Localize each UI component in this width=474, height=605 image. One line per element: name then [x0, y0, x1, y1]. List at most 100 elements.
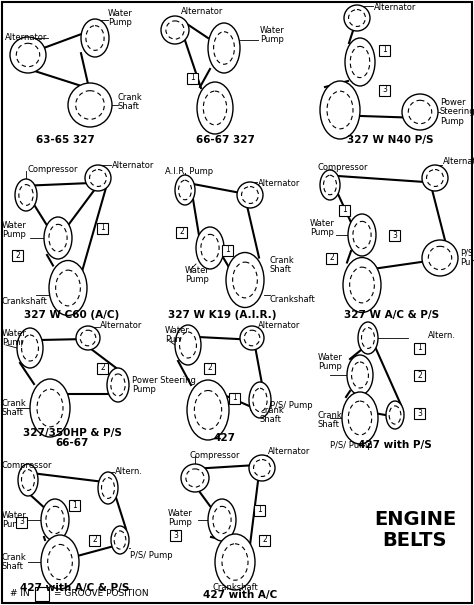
FancyBboxPatch shape	[414, 342, 426, 353]
Text: 327 W C60 (A/C): 327 W C60 (A/C)	[24, 310, 119, 320]
Text: Alternator: Alternator	[100, 321, 142, 330]
Ellipse shape	[18, 464, 38, 496]
Text: Crank
Shaft: Crank Shaft	[260, 405, 285, 424]
Text: 1: 1	[418, 344, 422, 353]
Ellipse shape	[249, 382, 271, 418]
Ellipse shape	[323, 175, 337, 195]
Text: Water
Pump: Water Pump	[2, 329, 27, 347]
Text: Crank
Shaft: Crank Shaft	[2, 399, 27, 417]
Ellipse shape	[350, 267, 374, 303]
FancyBboxPatch shape	[176, 226, 188, 238]
Text: 63-65 327: 63-65 327	[36, 135, 94, 145]
Text: 3: 3	[19, 517, 25, 526]
Text: Altern.: Altern.	[115, 468, 143, 477]
Circle shape	[344, 5, 370, 31]
FancyBboxPatch shape	[339, 204, 350, 215]
Ellipse shape	[201, 234, 219, 261]
FancyBboxPatch shape	[17, 517, 27, 528]
Text: 1: 1	[383, 45, 387, 54]
Circle shape	[90, 169, 107, 186]
Text: 1: 1	[343, 206, 347, 215]
Text: P/S/ Pump: P/S/ Pump	[330, 440, 373, 450]
Circle shape	[80, 330, 96, 346]
Ellipse shape	[343, 258, 381, 313]
Circle shape	[402, 94, 438, 130]
FancyBboxPatch shape	[327, 252, 337, 264]
Text: Crankshaft: Crankshaft	[2, 298, 48, 307]
Circle shape	[244, 330, 260, 346]
Ellipse shape	[197, 82, 233, 134]
Text: 427: 427	[214, 433, 236, 443]
Text: 1: 1	[258, 506, 263, 514]
Ellipse shape	[111, 374, 125, 396]
Ellipse shape	[320, 170, 340, 200]
Text: Power Steering
Pump: Power Steering Pump	[132, 376, 196, 394]
Text: 3: 3	[392, 231, 397, 240]
Ellipse shape	[107, 368, 129, 402]
Ellipse shape	[342, 392, 378, 444]
Ellipse shape	[30, 379, 70, 437]
Ellipse shape	[41, 499, 69, 541]
Text: 2: 2	[329, 253, 334, 263]
Text: Power
Steering
Pump: Power Steering Pump	[440, 98, 474, 126]
Text: Water
Pump: Water Pump	[168, 509, 193, 528]
Text: Compressor: Compressor	[318, 163, 368, 172]
Ellipse shape	[21, 335, 38, 361]
FancyBboxPatch shape	[414, 408, 426, 419]
Circle shape	[166, 21, 184, 39]
Text: 2: 2	[180, 227, 184, 237]
Text: Water
Pump: Water Pump	[260, 25, 285, 44]
Text: 3: 3	[173, 531, 178, 540]
Text: Alternator: Alternator	[443, 157, 474, 166]
FancyBboxPatch shape	[98, 362, 109, 373]
Ellipse shape	[222, 544, 248, 580]
Ellipse shape	[81, 19, 109, 57]
Text: Water
Pump: Water Pump	[108, 8, 133, 27]
Circle shape	[428, 246, 452, 270]
FancyBboxPatch shape	[35, 587, 49, 601]
FancyBboxPatch shape	[255, 505, 265, 515]
Circle shape	[85, 165, 111, 191]
Text: 2: 2	[92, 535, 97, 544]
Text: Crank
Shaft: Crank Shaft	[2, 552, 27, 571]
Circle shape	[249, 455, 275, 481]
Ellipse shape	[196, 227, 224, 269]
Circle shape	[76, 91, 104, 119]
Ellipse shape	[46, 506, 64, 534]
Circle shape	[186, 469, 204, 487]
Text: Water
Pump: Water Pump	[165, 325, 190, 344]
Ellipse shape	[350, 47, 370, 77]
Text: Crank
Shaft: Crank Shaft	[270, 256, 295, 274]
Text: Water
Pump: Water Pump	[310, 218, 335, 237]
Ellipse shape	[233, 262, 257, 298]
FancyBboxPatch shape	[204, 362, 216, 373]
Ellipse shape	[208, 23, 240, 73]
FancyBboxPatch shape	[222, 244, 234, 255]
Circle shape	[408, 100, 432, 123]
Ellipse shape	[386, 401, 404, 429]
Ellipse shape	[101, 477, 115, 499]
Text: 1: 1	[100, 223, 105, 232]
FancyBboxPatch shape	[380, 85, 391, 96]
Ellipse shape	[15, 179, 37, 211]
Ellipse shape	[19, 185, 33, 206]
Text: Alternator: Alternator	[258, 178, 301, 188]
Circle shape	[422, 240, 458, 276]
Ellipse shape	[98, 472, 118, 504]
Circle shape	[10, 37, 46, 73]
Text: Compressor: Compressor	[28, 166, 79, 174]
Text: = GROOVE POSITION: = GROOVE POSITION	[54, 589, 149, 598]
Circle shape	[16, 44, 40, 67]
Ellipse shape	[111, 526, 129, 554]
Text: Alternator: Alternator	[374, 4, 416, 13]
Text: Water
Pump: Water Pump	[2, 511, 27, 529]
Circle shape	[254, 460, 271, 477]
Ellipse shape	[203, 91, 227, 125]
Text: Alternator: Alternator	[258, 321, 301, 330]
Text: P/S
Pump: P/S Pump	[460, 249, 474, 267]
Text: 327 W N40 P/S: 327 W N40 P/S	[347, 135, 433, 145]
Text: 1: 1	[226, 246, 230, 255]
Ellipse shape	[362, 327, 374, 348]
Ellipse shape	[345, 38, 375, 86]
Text: Compressor: Compressor	[190, 451, 240, 460]
